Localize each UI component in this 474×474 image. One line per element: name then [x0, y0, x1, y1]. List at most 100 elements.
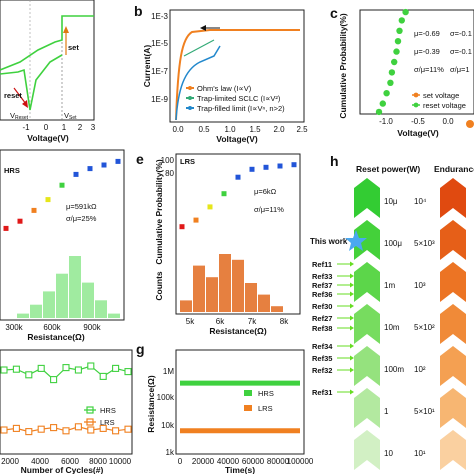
panel-h-label: h: [330, 153, 339, 169]
panel-c-orange-marker: [466, 120, 474, 128]
panel-h-power-arrow: [354, 430, 380, 470]
panel-e-xlabel: Resistance(Ω): [209, 326, 267, 336]
panel-e-point: [291, 162, 297, 168]
panel-c: c Cumulative Probability(%) μ=-0.69 μ=-0…: [330, 5, 474, 138]
panel-f-lrs-point: [50, 424, 58, 432]
panel-e-point: [221, 191, 227, 197]
panel-c-label: c: [330, 5, 338, 21]
panel-d-point: [101, 162, 107, 168]
panel-d-point: [3, 225, 9, 231]
panel-a-frame: [0, 0, 95, 121]
panel-h-power-label: 10μ: [384, 197, 398, 206]
panel-a-xtick-0: -1: [22, 123, 30, 132]
panel-h-power-label: 1: [384, 407, 389, 416]
panel-f-xtick-1: 4000: [31, 457, 49, 466]
panel-h-endurance-label: 5×10¹: [414, 407, 435, 416]
panel-g-frame: [175, 349, 305, 455]
panel-a-vset-sub: Set: [69, 115, 77, 121]
panel-e-xtick-2: 7k: [248, 317, 257, 326]
panel-b-ytick-1: 1E-5: [151, 39, 168, 48]
panel-d-point: [45, 197, 51, 203]
panel-d-bar: [69, 256, 81, 318]
panel-a-xtick-3: 2: [78, 123, 83, 132]
panel-c-stat-5: σ/μ=1: [450, 65, 470, 74]
panel-f-legend: HRS LRS: [84, 406, 116, 427]
panel-e-point: [263, 164, 269, 170]
panel-g-label: g: [136, 341, 145, 357]
panel-h-endurance-label: 5×10²: [414, 323, 435, 332]
panel-h-ref-arrowhead: [350, 355, 354, 361]
panel-h-endurance-label: 10²: [414, 365, 426, 374]
panel-c-xtick-0: -1.0: [379, 117, 393, 126]
panel-h-ref-arrowhead: [350, 303, 354, 309]
panel-b-xtick-4: 2.0: [273, 125, 285, 134]
panel-d-point: [59, 182, 65, 188]
panel-b-ytick-2: 1E-7: [151, 67, 168, 76]
panel-c-point: [379, 100, 386, 107]
panel-e-ytick-0: 100: [161, 156, 175, 165]
panel-c-stat-0: μ=-0.69: [414, 29, 440, 38]
panel-g-y-ticks: 1M 100k 10k 1k: [157, 367, 175, 457]
panel-d-point: [87, 166, 93, 172]
panel-e-label: e: [136, 151, 144, 167]
panel-h-endurance-label: 10⁴: [414, 197, 427, 206]
panel-g-ytick-2: 10k: [161, 421, 175, 430]
panel-a-reset-arrowhead: [22, 100, 28, 108]
panel-g-xtick-1: 20000: [192, 457, 215, 466]
panel-b-legend-1: Trap-limited SCLC (I∝V²): [197, 94, 281, 103]
panel-a-vset-label: V: [64, 111, 69, 120]
panel-f-lrs-point: [124, 425, 132, 433]
panel-g-xtick-0: 0: [178, 457, 183, 466]
panel-g-ytick-0: 1M: [163, 367, 174, 376]
panel-h-endurance-arrow: [440, 262, 466, 302]
panel-h-ref-arrowhead: [350, 282, 354, 288]
panel-f-hrs-point: [50, 376, 58, 384]
panel-d-bar: [56, 273, 68, 318]
panel-h: h Reset power(W) Endurance 10μ100μ1m10m1…: [310, 153, 474, 470]
panel-a-set-arrowhead: [63, 26, 69, 33]
panel-b-y-ticks: 1E-3 1E-5 1E-7 1E-9: [151, 12, 168, 104]
panel-f-lrs-point: [87, 426, 95, 434]
panel-a-x-ticks: -1 0 1 2 3: [22, 123, 95, 132]
panel-g: g Resistance(Ω) 1M 100k 10k 1k HRS LRS 0…: [136, 341, 314, 474]
panel-b-ytick-0: 1E-3: [151, 12, 168, 21]
panel-h-this-work: This work: [310, 237, 348, 246]
panel-f-xlabel: Number of Cycles(#): [21, 465, 104, 474]
panel-f-hrs-point: [124, 368, 132, 376]
panel-d-points: [3, 158, 121, 231]
panel-d-xlabel: Resistance(Ω): [27, 332, 85, 342]
panel-h-power-arrow: [354, 304, 380, 344]
panel-c-point: [393, 48, 400, 55]
panel-a-xtick-1: 0: [44, 123, 49, 132]
panel-e-point: [179, 224, 185, 230]
panel-h-col1-title: Reset power(W): [356, 164, 420, 174]
panel-b-xtick-0: 0.0: [172, 125, 184, 134]
panel-h-power-arrow: [354, 346, 380, 386]
panel-b-arrowhead-top: [200, 25, 206, 31]
panel-h-ref: Ref35: [312, 354, 332, 363]
panel-h-power-label: 10: [384, 449, 393, 458]
panel-c-frame: [359, 9, 474, 115]
panel-h-ref: Ref32: [312, 366, 332, 375]
panel-h-endurance-arrow: [440, 304, 466, 344]
panel-h-endurance-label: 10³: [414, 281, 426, 290]
panel-b-xtick-3: 1.5: [249, 125, 261, 134]
panel-e-xtick-0: 5k: [186, 317, 195, 326]
panel-f-hrs-point: [62, 364, 70, 372]
panel-g-legend-0: HRS: [258, 389, 274, 398]
panel-a-reset-label: reset: [4, 91, 22, 100]
panel-h-power-label: 100m: [384, 365, 404, 374]
panel-f-lrs-point: [74, 423, 82, 431]
panel-c-stat-4: σ=-0.1: [450, 47, 472, 56]
panel-a-curve-upper: [0, 15, 94, 71]
panel-f-hrs-point: [99, 372, 107, 380]
panel-b-ylabel: Current(A): [142, 45, 152, 88]
panel-f-xtick-4: 10000: [109, 457, 132, 466]
panel-e-bar: [271, 306, 283, 312]
panel-c-ylabel: Cumulative Probability(%): [338, 13, 348, 118]
panel-c-point: [388, 69, 396, 76]
panel-c-x-ticks: -1.0 -0.5 0.0: [379, 117, 454, 126]
panel-c-stat-3: σ=-0.1: [450, 29, 472, 38]
panel-c-legend: set voltage reset voltage: [412, 91, 466, 110]
panel-b-lower-curve: [175, 45, 221, 121]
